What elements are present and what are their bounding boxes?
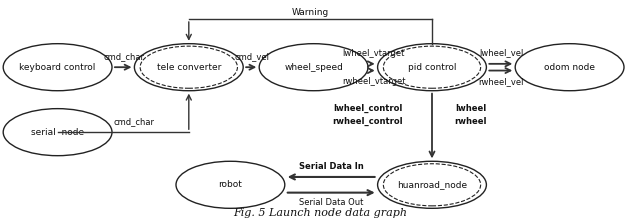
Text: Serial Data Out: Serial Data Out — [300, 198, 364, 207]
Text: Fig. 5 Launch node data graph: Fig. 5 Launch node data graph — [233, 208, 407, 218]
Text: rwheel: rwheel — [454, 117, 486, 126]
Text: rwheel_control: rwheel_control — [333, 117, 403, 126]
Text: lwheel_vtarget: lwheel_vtarget — [342, 49, 405, 58]
Ellipse shape — [176, 161, 285, 208]
Text: wheel_speed: wheel_speed — [284, 63, 343, 72]
Text: cmd_char: cmd_char — [114, 118, 155, 127]
Ellipse shape — [259, 44, 368, 91]
Text: rwheel_vel: rwheel_vel — [478, 77, 524, 86]
Ellipse shape — [3, 109, 112, 156]
Ellipse shape — [515, 44, 624, 91]
Text: tele converter: tele converter — [157, 63, 221, 72]
Text: keyboard control: keyboard control — [19, 63, 96, 72]
Ellipse shape — [378, 161, 486, 208]
Text: huanroad_node: huanroad_node — [397, 180, 467, 189]
Ellipse shape — [134, 44, 243, 91]
Text: robot: robot — [218, 180, 243, 189]
Text: odom node: odom node — [544, 63, 595, 72]
Text: pid control: pid control — [408, 63, 456, 72]
Text: lwheel_vel: lwheel_vel — [479, 49, 524, 58]
Text: lwheel_control: lwheel_control — [333, 104, 403, 113]
Text: Warning: Warning — [292, 9, 329, 17]
Text: rwheel_vtarget: rwheel_vtarget — [342, 77, 406, 86]
Text: cmd_vel: cmd_vel — [234, 53, 269, 62]
Text: lwheel: lwheel — [455, 104, 486, 113]
Text: cmd_char: cmd_char — [103, 53, 144, 62]
Ellipse shape — [378, 44, 486, 91]
Text: Serial Data In: Serial Data In — [299, 162, 364, 171]
Text: serial  node: serial node — [31, 128, 84, 137]
Ellipse shape — [3, 44, 112, 91]
